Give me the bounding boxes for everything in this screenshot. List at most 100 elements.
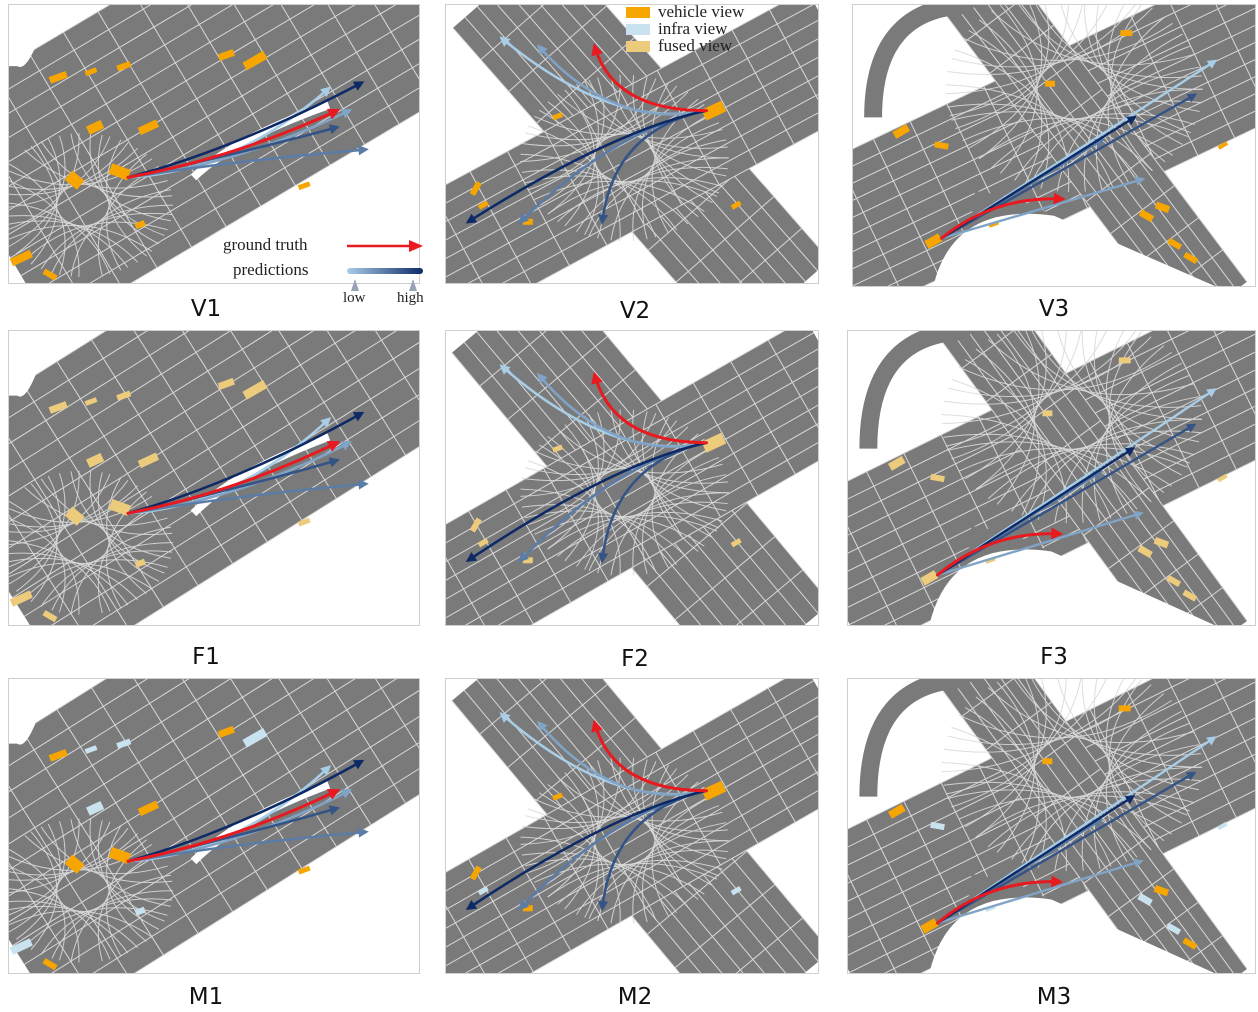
caption-f2: F2 xyxy=(621,646,649,672)
map-panel-m3 xyxy=(847,678,1256,974)
vehicle-box xyxy=(1217,141,1229,150)
low-label: low xyxy=(343,290,366,306)
vehicle-box xyxy=(477,538,489,548)
vehicle-view-label: vehicle view xyxy=(658,2,745,21)
vehicle-box xyxy=(134,906,146,916)
vehicle-box xyxy=(9,938,33,955)
trajectory-legend: ground truth predictions low high xyxy=(215,232,425,312)
ground-truth-trajectory xyxy=(591,43,708,113)
predicted-trajectory xyxy=(465,109,708,224)
ego-vehicle xyxy=(108,498,131,516)
highway-road xyxy=(9,331,419,625)
vehicle-box xyxy=(469,865,482,881)
junction-lanes xyxy=(9,133,174,278)
caption-f1: F1 xyxy=(192,644,220,670)
off-road-area xyxy=(201,144,419,283)
predicted-trajectory xyxy=(536,44,708,116)
ground-truth-label: ground truth xyxy=(223,235,308,254)
vehicle-box xyxy=(552,112,564,121)
predicted-trajectory xyxy=(126,759,365,863)
junction-lanes xyxy=(520,74,729,242)
caption-v1: V1 xyxy=(190,296,222,322)
vehicle-box xyxy=(887,803,906,819)
vehicle-box xyxy=(242,50,268,71)
vehicle-box xyxy=(1166,574,1182,587)
infra-view-label: infra view xyxy=(658,19,728,38)
ramp-road xyxy=(864,5,974,118)
vehicle-box xyxy=(552,444,564,453)
off-road-area xyxy=(201,478,419,625)
fused-view-swatch xyxy=(626,41,650,52)
off-road-area xyxy=(929,549,1215,625)
map-panel-m1 xyxy=(8,678,420,974)
predictions-label: predictions xyxy=(233,260,309,279)
map-v1 xyxy=(9,5,419,283)
vehicle-box xyxy=(137,800,160,817)
vehicle-box xyxy=(48,401,68,414)
caption-m2: M2 xyxy=(617,984,653,1010)
median-gap xyxy=(190,101,331,181)
map-panel-v3 xyxy=(852,4,1256,287)
vehicle-box xyxy=(522,905,533,912)
road-ew xyxy=(446,679,818,973)
map-f2 xyxy=(446,331,818,625)
vehicle-box xyxy=(1183,251,1199,264)
vehicle-box xyxy=(42,610,58,623)
infra-view-swatch xyxy=(626,24,650,35)
ground-truth-trajectory xyxy=(591,719,708,793)
off-road-area xyxy=(9,5,50,68)
vehicle-box xyxy=(48,749,68,762)
vehicle-box xyxy=(297,181,311,191)
vehicle-box xyxy=(1138,209,1155,223)
median-gap xyxy=(190,433,331,517)
ground-truth-trajectory xyxy=(126,789,341,863)
median-gap xyxy=(190,781,331,865)
vehicle-box xyxy=(477,886,489,896)
ramp-road xyxy=(859,679,971,797)
legend-vehicle-view: vehicle view xyxy=(622,2,792,21)
map-v3 xyxy=(853,5,1255,286)
ego-vehicle xyxy=(701,100,727,121)
predicted-trajectory xyxy=(936,858,1144,925)
ground-truth-trajectory xyxy=(126,441,341,515)
vehicle-box xyxy=(297,865,311,875)
predicted-trajectory xyxy=(536,720,708,796)
road-ew xyxy=(446,5,818,283)
vehicle-box xyxy=(1045,80,1055,87)
predicted-trajectory xyxy=(940,93,1198,240)
ground-truth-trajectory xyxy=(939,192,1066,240)
vehicle-box xyxy=(9,249,33,267)
vehicle-box xyxy=(469,180,482,196)
high-label: high xyxy=(397,290,424,306)
caption-m3: M3 xyxy=(1036,984,1072,1010)
vehicle-box xyxy=(85,452,105,468)
vehicle-box xyxy=(1042,410,1053,417)
vehicle-box xyxy=(116,60,132,72)
predicted-trajectory xyxy=(126,81,365,179)
map-panel-v1 xyxy=(8,4,420,284)
vehicle-box xyxy=(1154,201,1171,213)
predicted-trajectory xyxy=(465,441,708,563)
vehicle-box xyxy=(730,538,742,548)
map-m2 xyxy=(446,679,818,973)
fused-view-label: fused view xyxy=(658,36,733,55)
vehicle-box xyxy=(1217,473,1228,483)
vehicle-box xyxy=(48,70,68,84)
junction-lanes xyxy=(520,409,729,576)
caption-m1: M1 xyxy=(188,984,224,1010)
junction-lanes xyxy=(941,679,1203,872)
vehicle-box xyxy=(1167,237,1183,250)
map-m1 xyxy=(9,679,419,973)
vehicle-box xyxy=(730,200,742,210)
ego-vehicle xyxy=(108,846,131,864)
map-panel-m2 xyxy=(445,678,819,974)
ego-vehicle xyxy=(920,918,939,934)
vehicle-box xyxy=(85,119,105,135)
ego-vehicle xyxy=(924,233,943,249)
vehicle-box xyxy=(730,886,742,896)
prediction-gradient-bar xyxy=(347,268,423,274)
vehicle-box xyxy=(64,506,85,526)
vehicle-box xyxy=(242,379,268,400)
ego-vehicle xyxy=(920,570,939,586)
vehicle-box xyxy=(116,738,132,749)
